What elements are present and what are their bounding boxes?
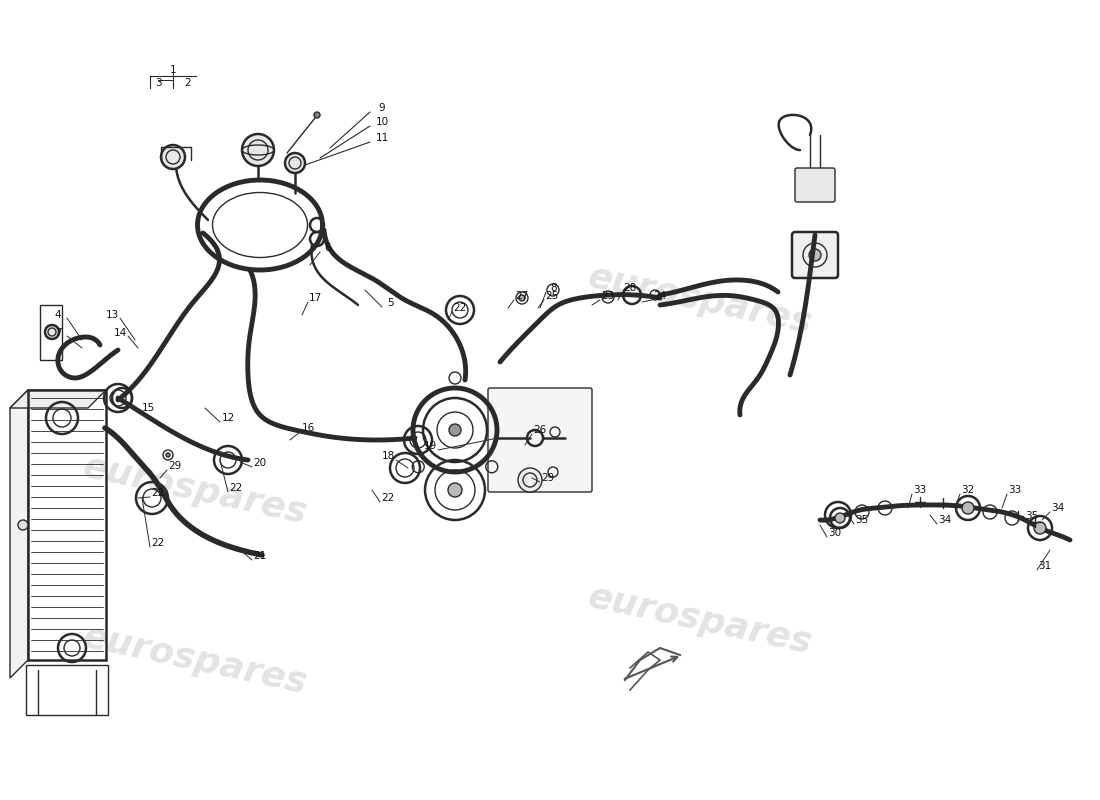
- Text: 34: 34: [938, 515, 952, 525]
- Polygon shape: [10, 390, 28, 678]
- Bar: [28, 390, 106, 660]
- Text: 12: 12: [221, 413, 234, 423]
- Circle shape: [962, 502, 974, 514]
- FancyBboxPatch shape: [488, 388, 592, 492]
- Text: 13: 13: [106, 310, 119, 320]
- Text: 22: 22: [152, 538, 165, 548]
- Text: 9: 9: [378, 103, 385, 113]
- Text: 29: 29: [541, 473, 554, 483]
- Circle shape: [808, 249, 821, 261]
- Text: 29: 29: [168, 461, 182, 471]
- Circle shape: [18, 520, 28, 530]
- Text: 25: 25: [546, 291, 559, 301]
- Text: 22: 22: [453, 303, 466, 313]
- Circle shape: [45, 325, 59, 339]
- FancyBboxPatch shape: [792, 232, 838, 278]
- FancyBboxPatch shape: [795, 168, 835, 202]
- Text: 18: 18: [382, 451, 395, 461]
- Bar: [40, 305, 62, 360]
- Text: 32: 32: [961, 485, 975, 495]
- Text: 19: 19: [424, 441, 437, 451]
- Circle shape: [161, 145, 185, 169]
- Circle shape: [285, 153, 305, 173]
- Circle shape: [821, 186, 829, 194]
- Polygon shape: [10, 390, 106, 408]
- Text: 33: 33: [1009, 485, 1022, 495]
- Text: 4: 4: [55, 310, 62, 320]
- Text: 11: 11: [375, 133, 388, 143]
- Text: 14: 14: [113, 328, 127, 338]
- Text: 31: 31: [1038, 561, 1052, 571]
- Circle shape: [811, 186, 819, 194]
- Circle shape: [835, 513, 845, 523]
- Text: 2: 2: [185, 78, 191, 88]
- Text: 17: 17: [308, 293, 321, 303]
- Circle shape: [166, 453, 170, 457]
- Text: 21: 21: [253, 551, 266, 561]
- Text: 34: 34: [1052, 503, 1065, 513]
- Text: 16: 16: [301, 423, 315, 433]
- Circle shape: [1034, 522, 1046, 534]
- Text: eurospares: eurospares: [585, 580, 815, 660]
- Text: 20: 20: [253, 458, 266, 468]
- Text: 27: 27: [516, 291, 529, 301]
- Bar: [26, 665, 108, 715]
- Text: eurospares: eurospares: [79, 450, 310, 530]
- Text: 3: 3: [155, 78, 162, 88]
- Circle shape: [518, 468, 542, 492]
- Text: 24: 24: [653, 291, 667, 301]
- Text: eurospares: eurospares: [79, 620, 310, 700]
- Circle shape: [448, 483, 462, 497]
- Text: eurospares: eurospares: [585, 260, 815, 340]
- Text: 22: 22: [382, 493, 395, 503]
- Text: 8: 8: [551, 283, 558, 293]
- Text: 22: 22: [230, 483, 243, 493]
- Text: 35: 35: [856, 515, 869, 525]
- Circle shape: [801, 186, 808, 194]
- Text: 6: 6: [324, 243, 331, 253]
- Text: 26: 26: [534, 425, 547, 435]
- Text: 10: 10: [375, 117, 388, 127]
- Text: 30: 30: [828, 528, 842, 538]
- Text: 33: 33: [913, 485, 926, 495]
- Circle shape: [314, 112, 320, 118]
- Text: 1: 1: [169, 65, 176, 75]
- Text: 7: 7: [55, 328, 62, 338]
- Text: 23: 23: [602, 291, 615, 301]
- Text: 28: 28: [624, 283, 637, 293]
- Text: 35: 35: [1025, 511, 1038, 521]
- Circle shape: [242, 134, 274, 166]
- Text: 15: 15: [142, 403, 155, 413]
- Circle shape: [519, 295, 525, 301]
- Text: 5: 5: [387, 298, 394, 308]
- Text: 22: 22: [152, 488, 165, 498]
- Circle shape: [449, 424, 461, 436]
